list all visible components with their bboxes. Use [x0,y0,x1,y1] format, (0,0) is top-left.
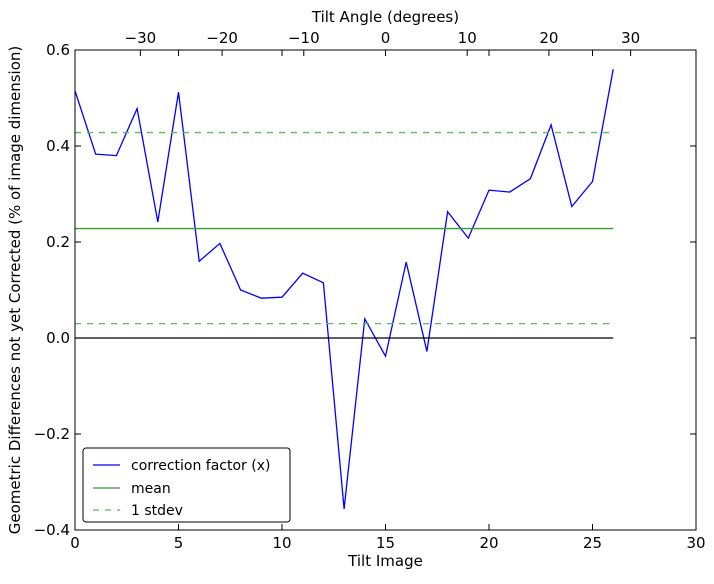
top-tick-label: 10 [458,29,477,47]
y-tick-label: 0.4 [46,137,70,155]
y-tick-label: −0.2 [34,425,70,443]
top-axis-title: Tilt Angle (degrees) [311,8,459,26]
top-tick-label: −10 [288,29,320,47]
series-line-0 [74,69,614,509]
y-tick-label: 0.0 [46,329,70,347]
x-tick-label: 10 [272,534,291,552]
y-tick-label: 0.6 [46,41,70,59]
legend: correction factor (x) mean 1 stdev [82,447,291,523]
top-tick-label: 20 [539,29,558,47]
x-tick-label: 20 [479,534,498,552]
x-axis-title: Tilt Image [347,552,423,570]
x-tick-label: 25 [583,534,602,552]
x-tick-label: 5 [174,534,184,552]
y-axis-title: Geometric Differences not yet Corrected … [6,46,24,535]
top-tick-label: 0 [381,29,391,47]
legend-box [82,447,291,523]
top-tick-label: −20 [206,29,238,47]
plot-layer [74,69,614,509]
top-tick-label: −30 [125,29,157,47]
x-tick-label: 0 [70,534,80,552]
y-tick-label: −0.4 [34,521,70,539]
legend-label-correction: correction factor (x) [131,458,270,474]
y-tick-label: 0.2 [46,233,70,251]
legend-label-mean: mean [131,481,171,497]
legend-label-stdev: 1 stdev [131,503,183,519]
top-tick-label: 30 [621,29,640,47]
x-tick-label: 15 [376,534,395,552]
axis-layer: 0 5 10 15 20 25 30 −0.4 −0.2 0.0 0.2 0.4 0.6 −30 −20 −1… [34,29,706,552]
x-tick-label: 30 [686,534,705,552]
